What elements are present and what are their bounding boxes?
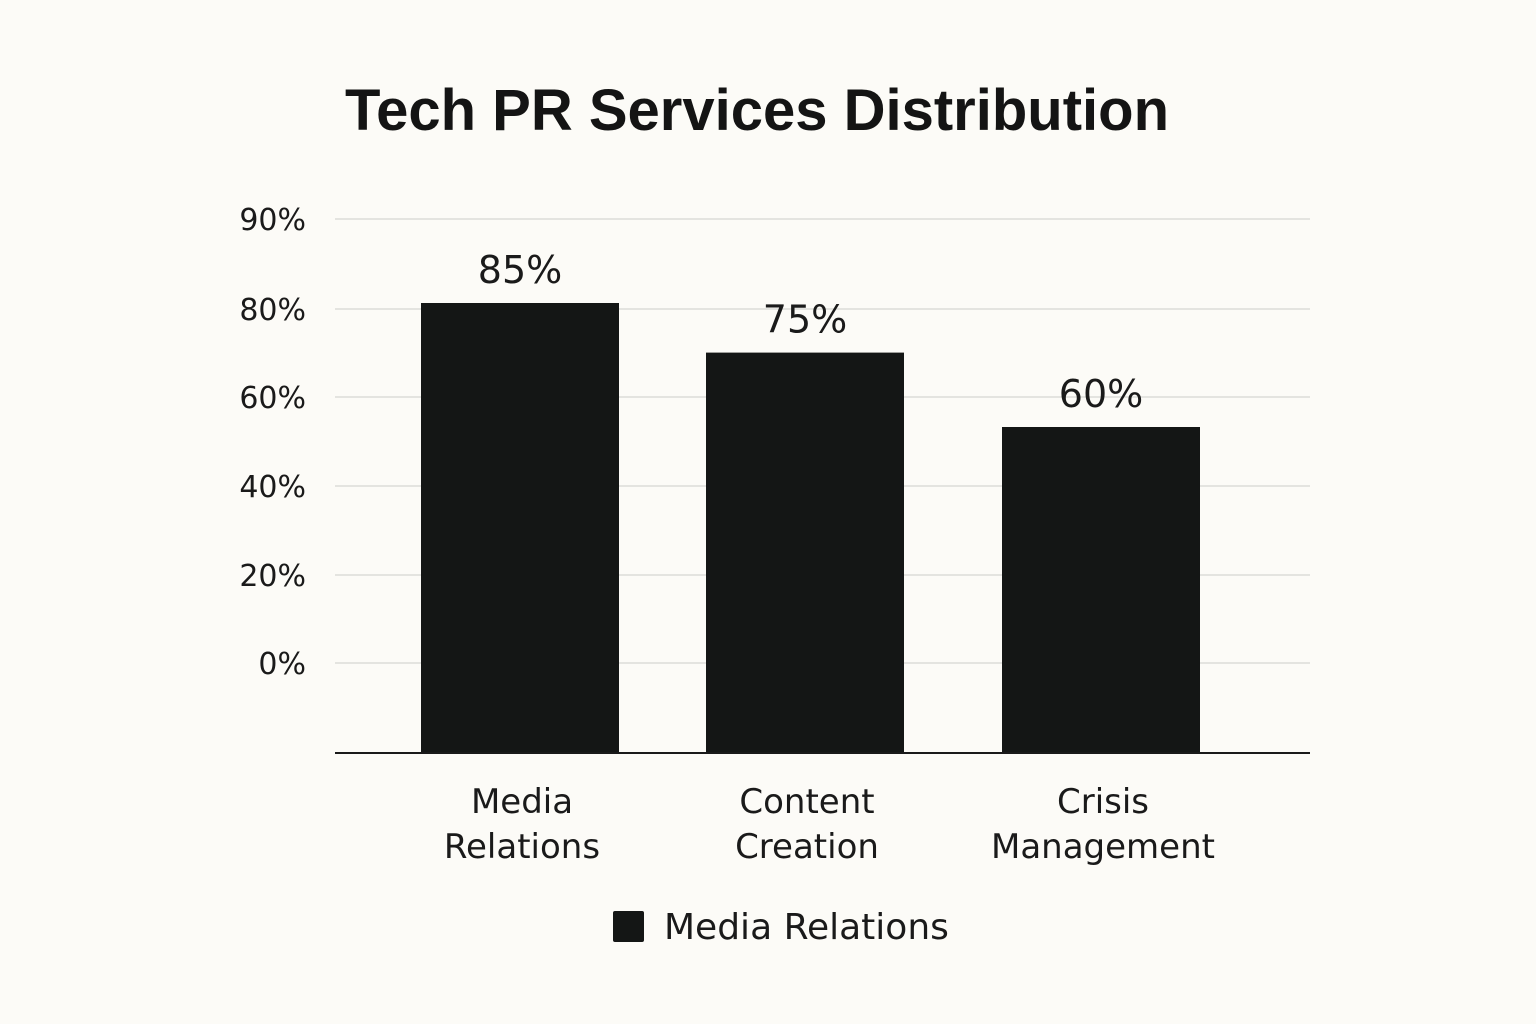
y-tick-label: 20% (239, 559, 306, 594)
legend: Media Relations (613, 907, 949, 948)
category-label: Content (739, 782, 874, 822)
category-label: Crisis (1057, 782, 1149, 822)
y-tick-label: 0% (258, 647, 306, 682)
y-tick-label: 40% (239, 470, 306, 505)
y-tick-label: 80% (239, 293, 306, 328)
y-axis-ticks: 0% 20% 40% 60% 80% 90% (239, 203, 306, 682)
x-axis-labels: Media Relations Content Creation Crisis Manag… (444, 782, 1215, 867)
category-label: Management (991, 827, 1215, 867)
y-tick-label: 90% (239, 203, 306, 238)
bar (421, 303, 619, 753)
bars (421, 303, 1200, 753)
category-label: Creation (735, 827, 879, 867)
bar (1002, 427, 1200, 753)
data-label: 85% (478, 248, 562, 292)
legend-label: Media Relations (664, 907, 949, 948)
data-label: 60% (1059, 372, 1143, 416)
category-label: Media (471, 782, 573, 822)
legend-swatch (613, 911, 644, 942)
chart-title: Tech PR Services Distribution (345, 78, 1169, 143)
data-labels: 85% 75% 60% (478, 248, 1143, 416)
category-label: Relations (444, 827, 600, 867)
data-label: 75% (763, 298, 847, 342)
bar (706, 352, 904, 753)
y-tick-label: 60% (239, 381, 306, 416)
